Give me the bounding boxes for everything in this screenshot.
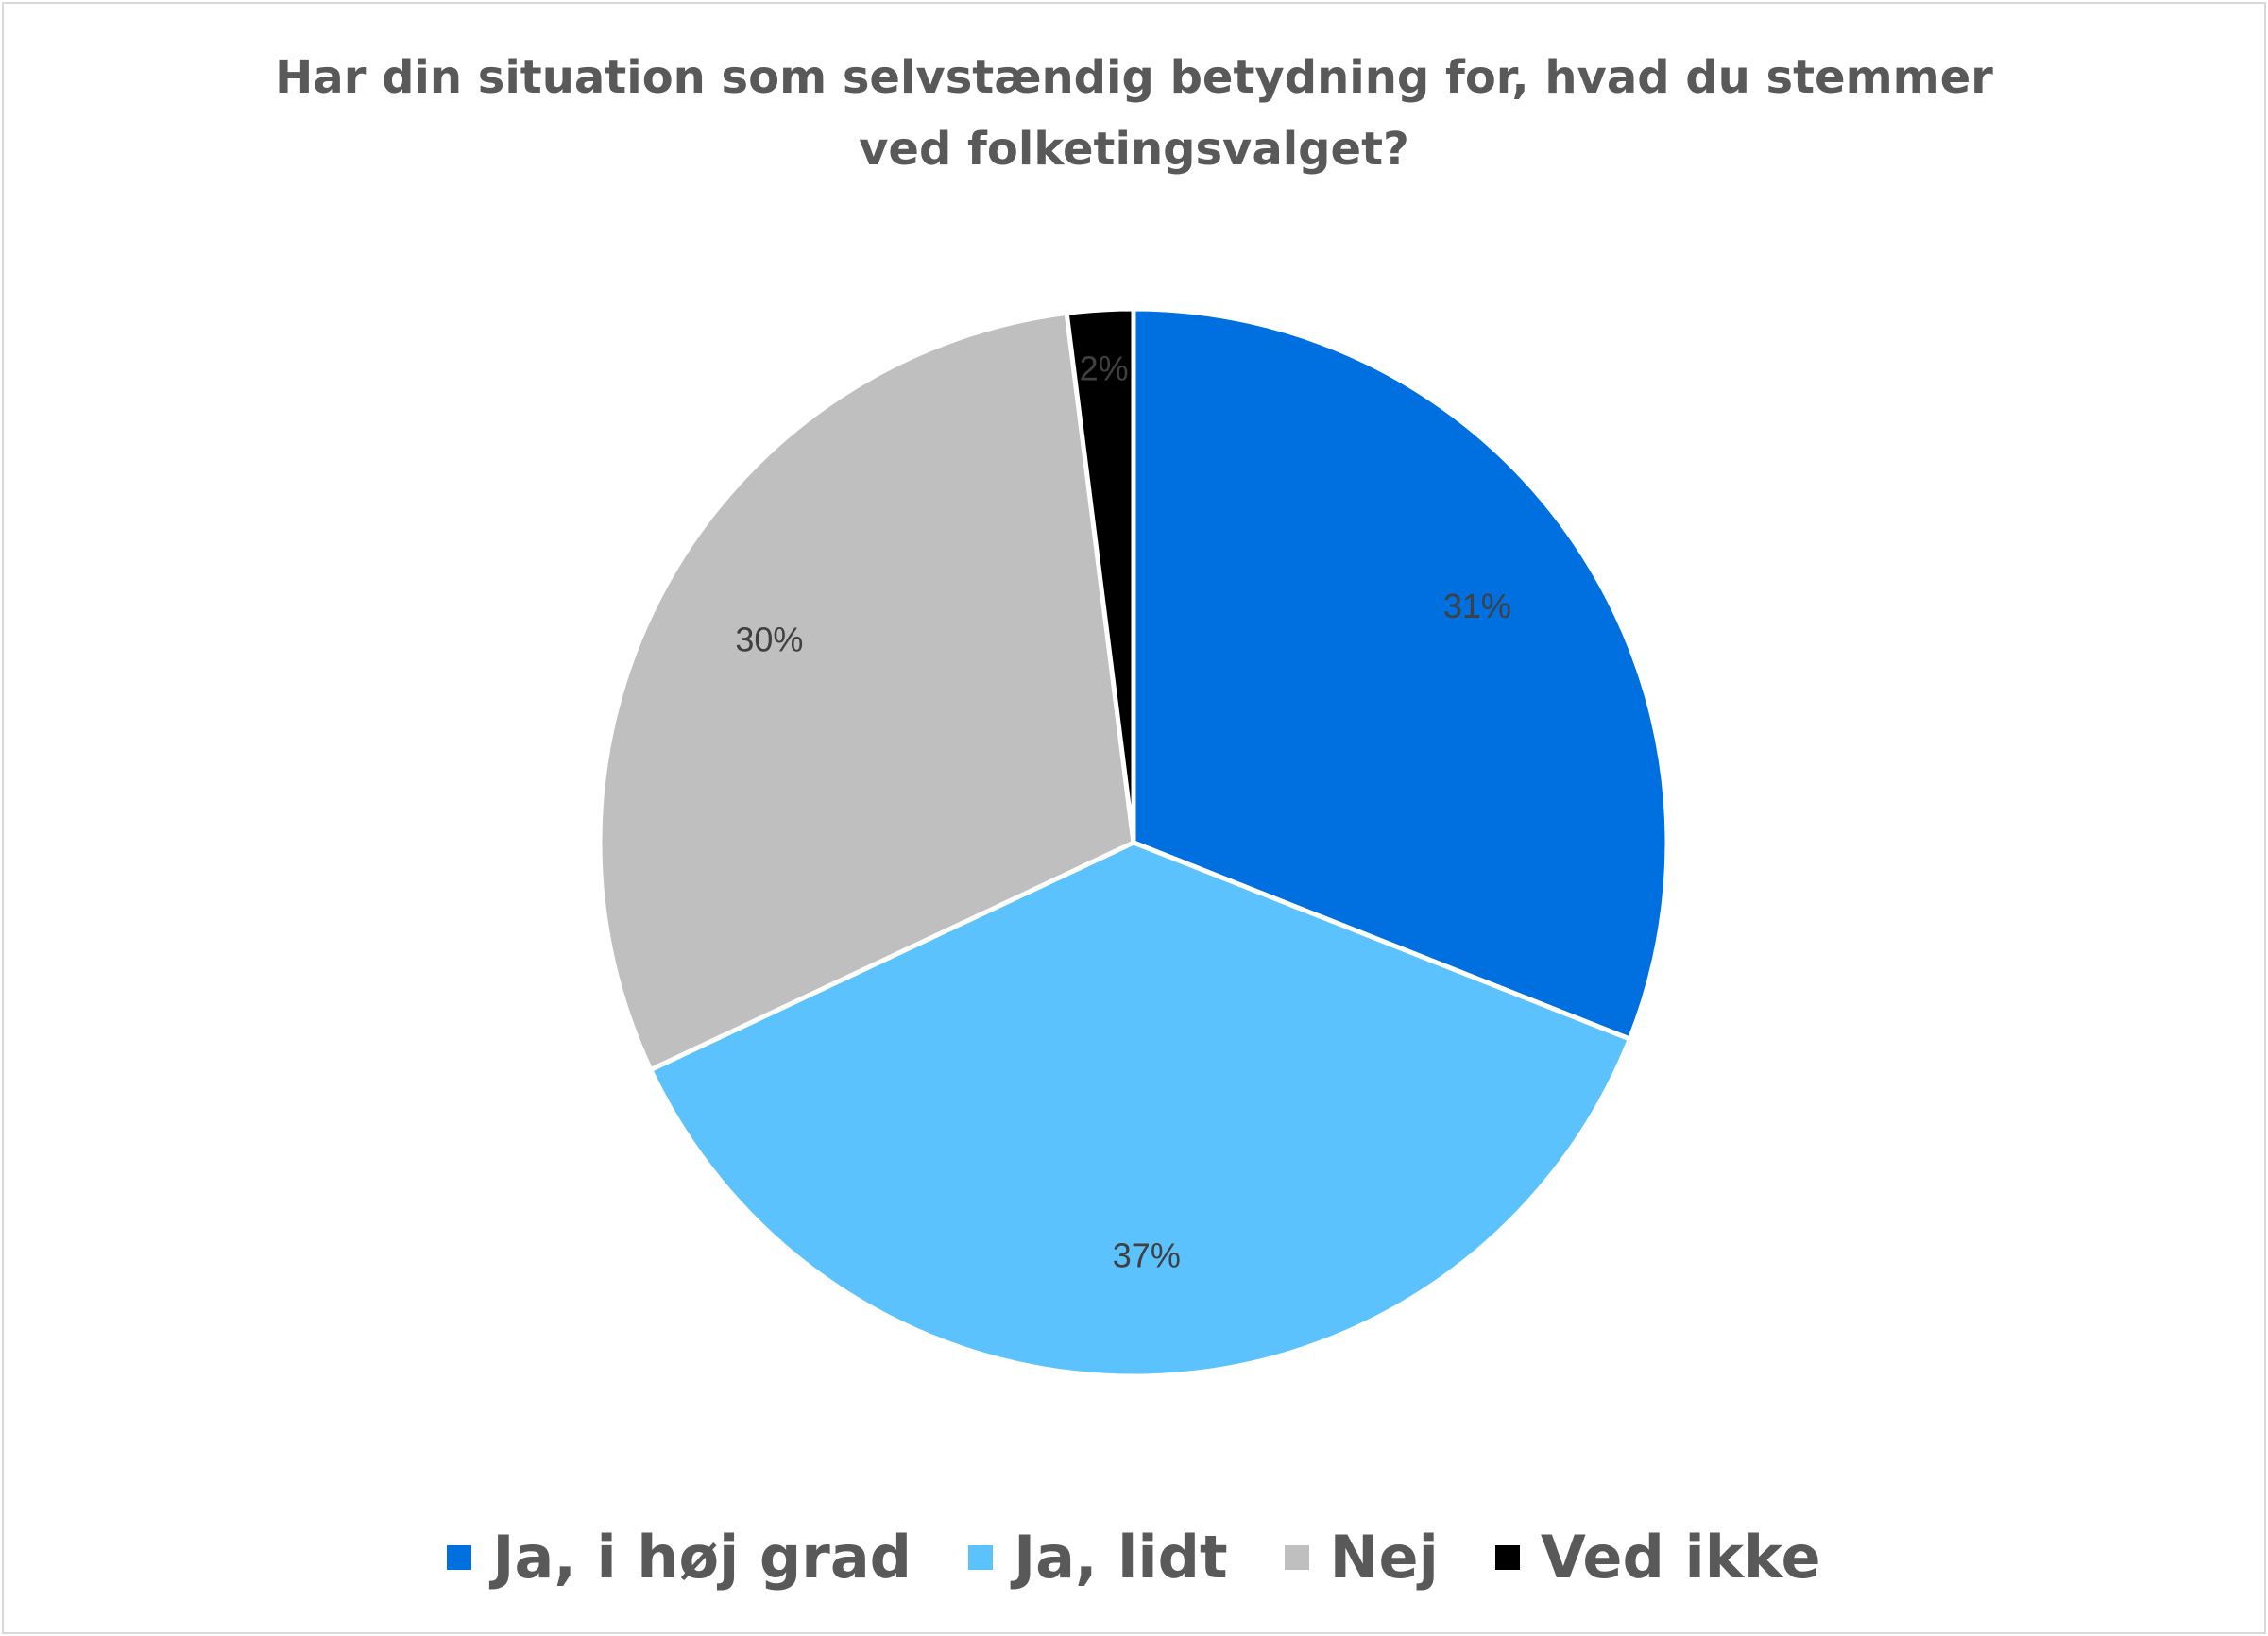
chart-title-line-1: Har din situation som selvstændig betydn… (275, 51, 1993, 104)
pie-slice-0[interactable] (1131, 306, 1670, 1042)
legend-item-nej[interactable]: Nej (1284, 1523, 1439, 1592)
legend-swatch (1284, 1544, 1309, 1570)
legend-item-ved-ikke[interactable]: Ved ikke (1494, 1523, 1821, 1592)
pie-slice-1[interactable] (648, 840, 1632, 1379)
legend-swatch (1494, 1544, 1520, 1570)
legend-label: Ved ikke (1540, 1523, 1821, 1592)
legend-label: Ja, i høj grad (492, 1523, 912, 1592)
legend: Ja, i høj grad Ja, lidt Nej Ved ikke (4, 1523, 2264, 1592)
chart-title-line-2: ved folketingsvalget? (859, 123, 1409, 176)
pie-slice-3[interactable] (1064, 306, 1136, 845)
pie-chart: 31% 37% 30% 2% (597, 306, 1670, 1379)
pie-slice-2[interactable] (597, 310, 1136, 1073)
pie-data-label-3: 2% (1080, 349, 1129, 388)
pie-data-label-2: 30% (735, 621, 803, 659)
legend-label: Ja, lidt (1014, 1523, 1228, 1592)
pie-data-label-1: 37% (1113, 1236, 1181, 1274)
legend-label: Nej (1329, 1523, 1439, 1592)
legend-swatch (968, 1544, 994, 1570)
legend-item-ja-i-hoej-grad[interactable]: Ja, i høj grad (447, 1523, 912, 1592)
legend-item-ja-lidt[interactable]: Ja, lidt (968, 1523, 1228, 1592)
legend-swatch (447, 1544, 472, 1570)
chart-title: Har din situation som selvstændig betydn… (4, 42, 2264, 185)
pie-data-label-0: 31% (1443, 587, 1511, 625)
